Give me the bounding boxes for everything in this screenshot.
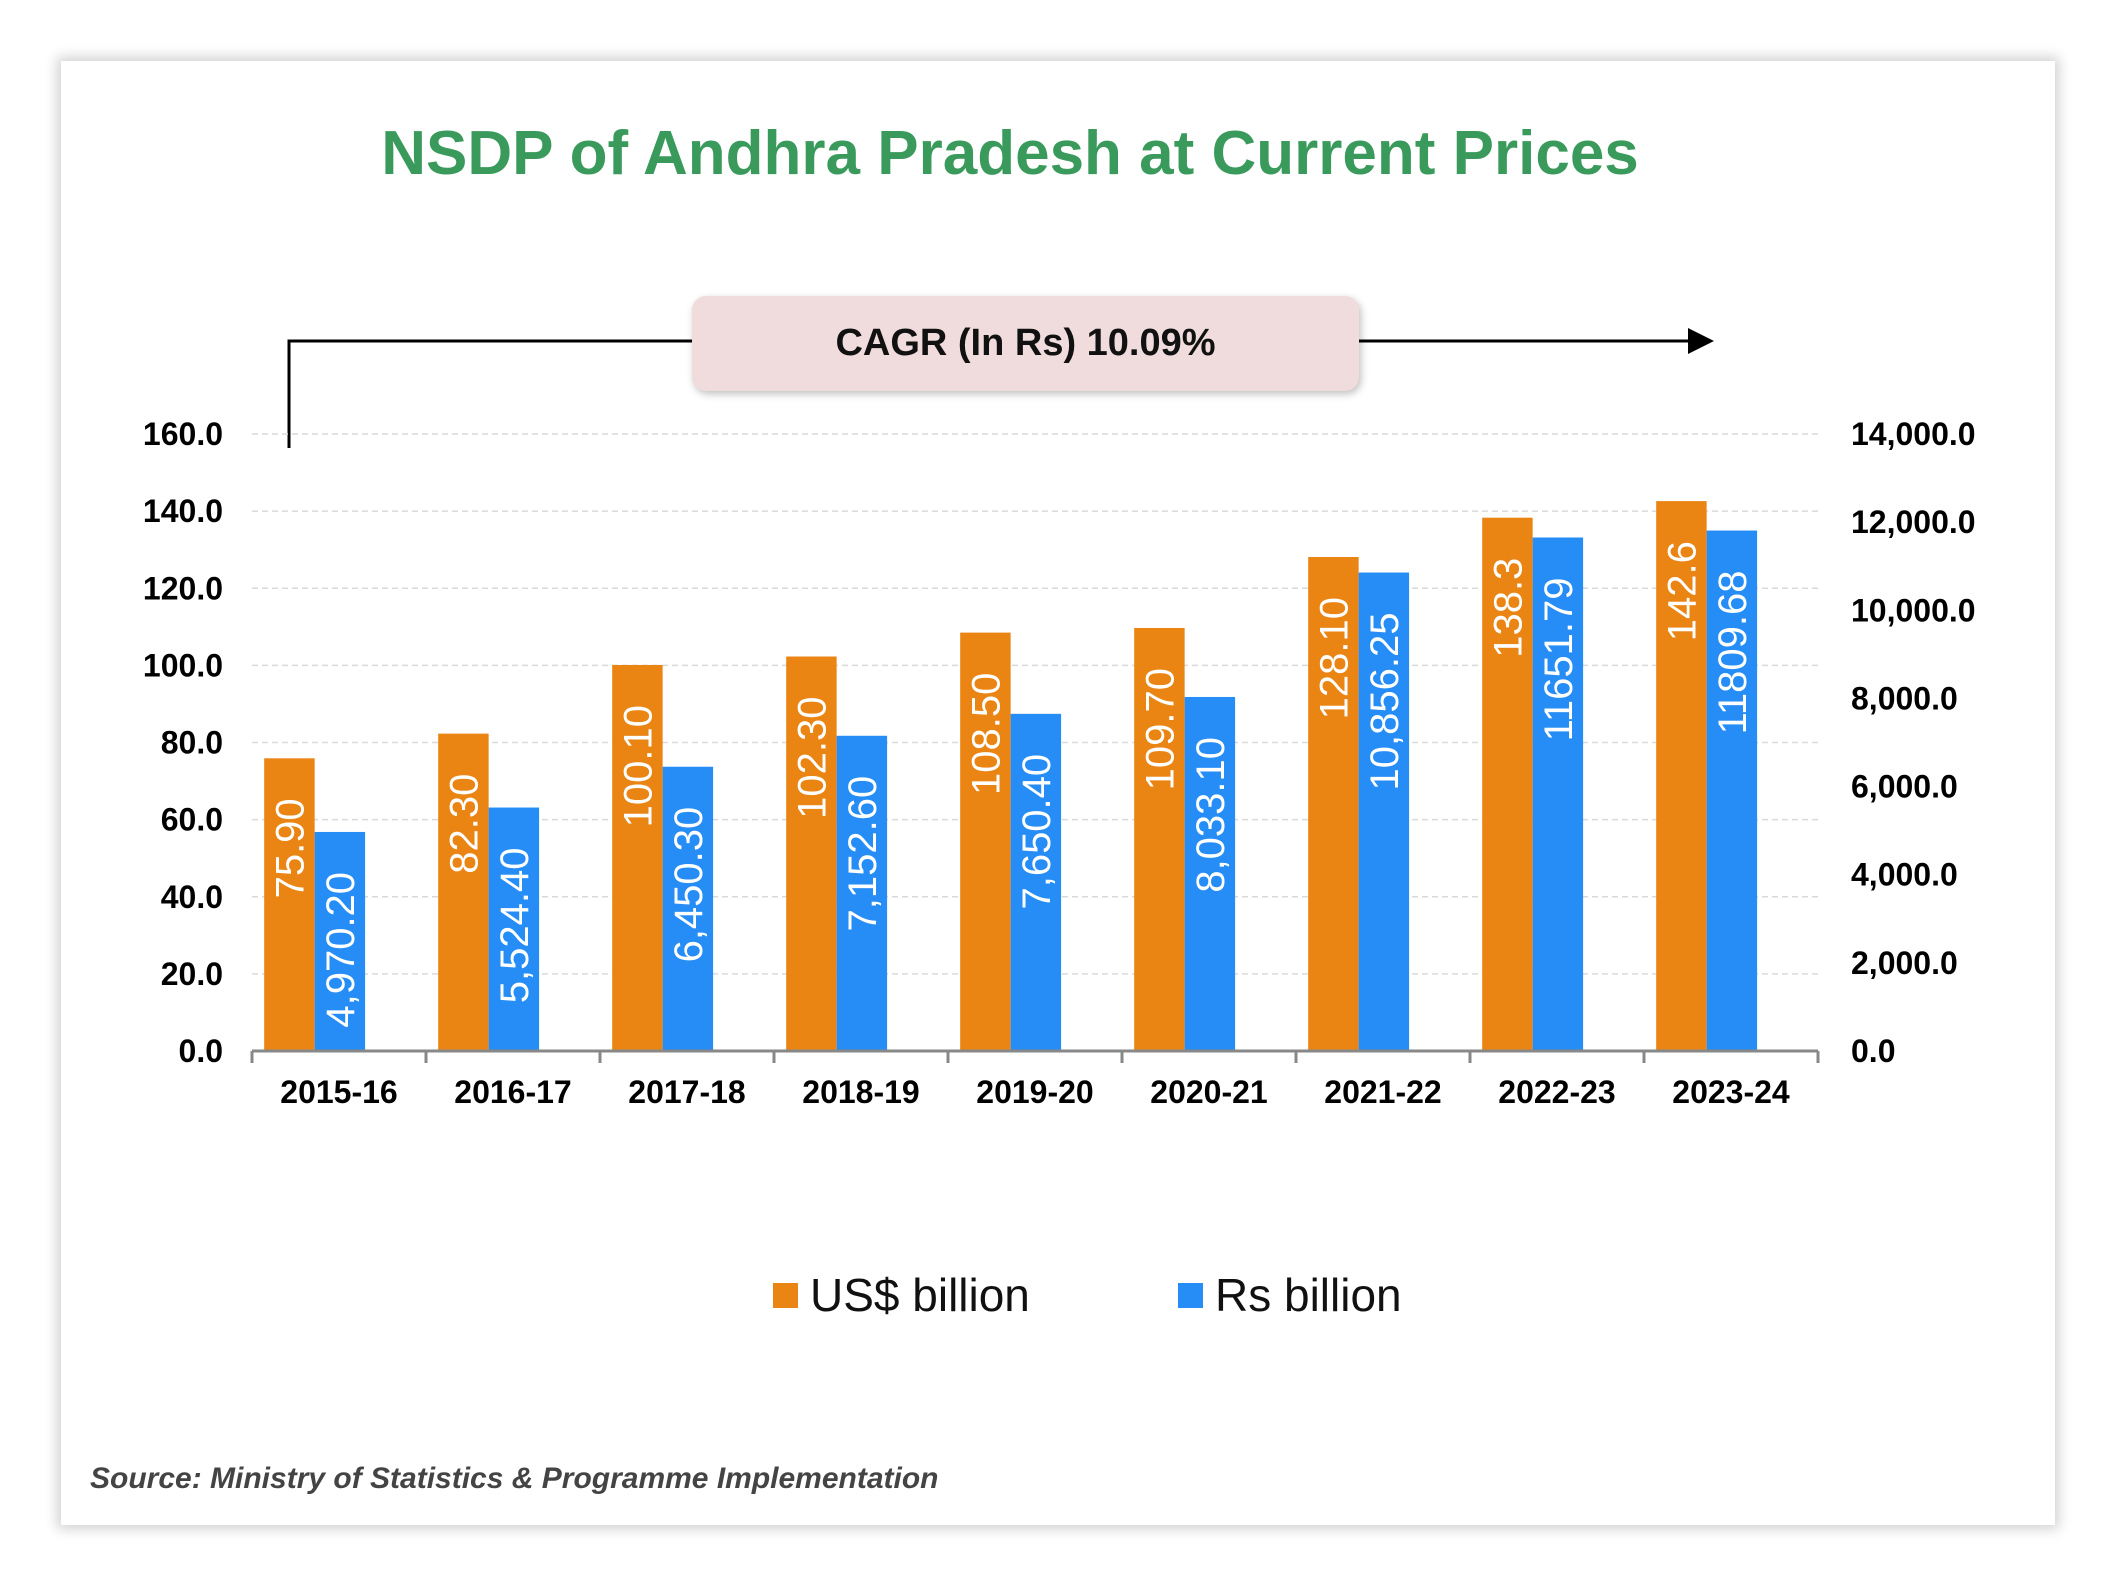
y-left-tick-label: 20.0 <box>161 956 223 992</box>
data-label-usd: 102.30 <box>790 697 834 819</box>
data-label-rs: 5,524.40 <box>493 848 537 1004</box>
bar-rs-2021-22 <box>1358 572 1410 1051</box>
y-left-tick-label: 80.0 <box>161 725 223 761</box>
y-left-tick-label: 60.0 <box>161 802 223 838</box>
y-right-tick-label: 12,000.0 <box>1851 504 1976 540</box>
bar-usd-2023-24 <box>1656 501 1707 1051</box>
x-tick-label: 2021-22 <box>1324 1074 1441 1110</box>
legend-item-rs: Rs billion <box>1178 1268 1402 1322</box>
legend-item-usd: US$ billion <box>773 1268 1030 1322</box>
y-right-tick-label: 0.0 <box>1851 1033 1895 1069</box>
y-right-tick-label: 14,000.0 <box>1851 416 1976 452</box>
cagr-annotation: CAGR (In Rs) 10.09% <box>692 296 1359 391</box>
data-label-rs: 11809.68 <box>1711 571 1755 735</box>
bar-usd-2022-23 <box>1482 517 1533 1051</box>
data-label-rs: 4,970.20 <box>319 872 363 1028</box>
data-label-usd: 100.10 <box>616 705 660 827</box>
bar-rs-2017-18 <box>662 766 714 1051</box>
data-label-rs: 10,856.25 <box>1363 613 1407 791</box>
data-label-usd: 142.6 <box>1660 541 1704 641</box>
y-left-tick-label: 100.0 <box>143 647 223 683</box>
bar-rs-2016-17 <box>488 807 540 1051</box>
bar-rs-2023-24 <box>1706 530 1758 1051</box>
y-right-tick-label: 6,000.0 <box>1851 769 1958 805</box>
data-label-usd: 75.90 <box>268 798 312 898</box>
cagr-arrow <box>287 328 1714 448</box>
legend-swatch-usd <box>773 1282 798 1308</box>
x-tick-label: 2017-18 <box>628 1074 745 1110</box>
x-tick-label: 2018-19 <box>802 1074 919 1110</box>
data-label-rs: 7,152.60 <box>841 776 885 932</box>
x-tick-label: 2015-16 <box>280 1074 397 1110</box>
y-left-tick-label: 40.0 <box>161 879 223 915</box>
legend-label-rs: Rs billion <box>1215 1269 1402 1321</box>
bar-usd-2016-17 <box>438 733 489 1051</box>
bar-usd-2020-21 <box>1134 627 1185 1051</box>
y-left-tick-label: 160.0 <box>143 416 223 452</box>
legend-swatch-rs <box>1178 1282 1203 1308</box>
data-label-rs: 8,033.10 <box>1189 737 1233 893</box>
y-right-tick-label: 4,000.0 <box>1851 857 1958 893</box>
x-tick-label: 2022-23 <box>1498 1074 1615 1110</box>
x-tick-label: 2019-20 <box>976 1074 1093 1110</box>
bar-rs-2015-16 <box>314 831 366 1051</box>
data-label-usd: 108.50 <box>964 673 1008 795</box>
bar-usd-2021-22 <box>1308 557 1359 1051</box>
bar-usd-2019-20 <box>960 632 1011 1051</box>
bar-usd-2017-18 <box>612 664 663 1051</box>
x-tick-label: 2016-17 <box>454 1074 571 1110</box>
bar-rs-2020-21 <box>1184 696 1236 1051</box>
bar-rs-2019-20 <box>1010 713 1062 1051</box>
data-label-rs: 6,450.30 <box>667 807 711 963</box>
y-left-tick-label: 140.0 <box>143 493 223 529</box>
chart-title: NSDP of Andhra Pradesh at Current Prices <box>381 119 1639 188</box>
bar-usd-2018-19 <box>786 656 837 1051</box>
bar-rs-2022-23 <box>1532 537 1584 1051</box>
data-label-rs: 11651.79 <box>1537 577 1581 741</box>
bar-usd-2015-16 <box>264 758 315 1051</box>
x-tick-label: 2020-21 <box>1150 1074 1267 1110</box>
bar-rs-2018-19 <box>836 735 888 1051</box>
data-label-usd: 138.3 <box>1486 558 1530 658</box>
y-right-tick-label: 8,000.0 <box>1851 680 1958 716</box>
legend-label-usd: US$ billion <box>810 1269 1030 1321</box>
y-left-tick-label: 120.0 <box>143 570 223 606</box>
data-label-usd: 128.10 <box>1312 597 1356 719</box>
y-right-tick-label: 10,000.0 <box>1851 592 1976 628</box>
x-tick-label: 2023-24 <box>1672 1074 1790 1110</box>
legend: US$ billion Rs billion <box>0 1268 2105 1324</box>
data-label-rs: 7,650.40 <box>1015 754 1059 910</box>
data-label-usd: 82.30 <box>442 774 486 874</box>
y-left-tick-label: 0.0 <box>179 1033 223 1069</box>
source-note: Source: Ministry of Statistics & Program… <box>90 1462 939 1495</box>
y-right-tick-label: 2,000.0 <box>1851 945 1958 981</box>
data-label-usd: 109.70 <box>1138 668 1182 790</box>
